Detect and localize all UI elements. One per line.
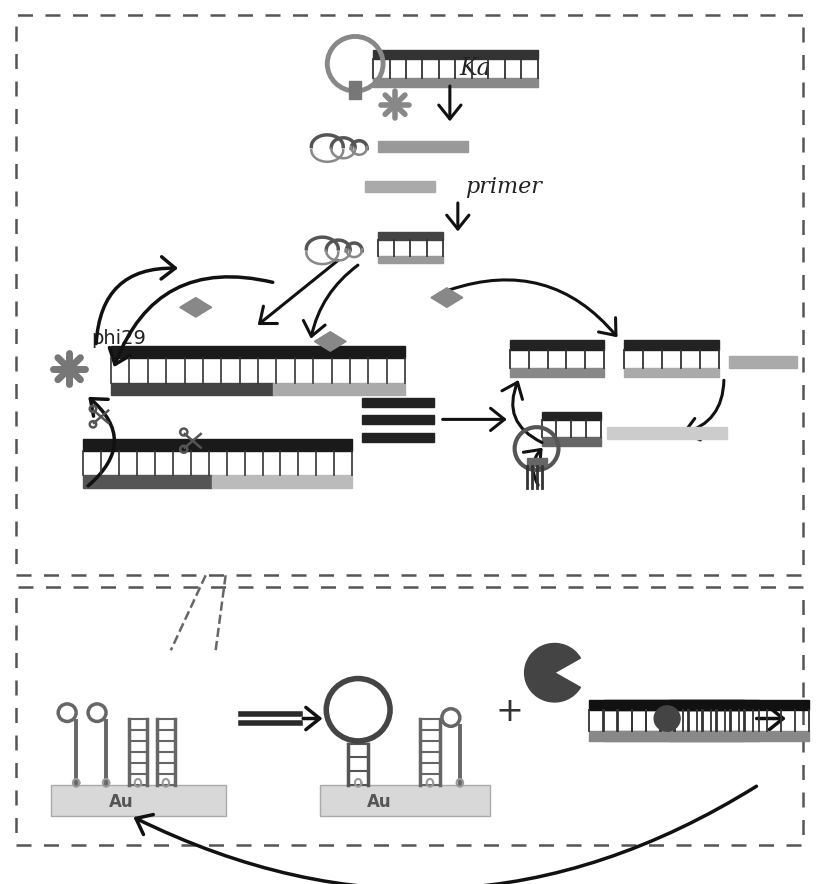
- Bar: [624, 340, 719, 350]
- Text: phi29: phi29: [91, 329, 146, 348]
- Bar: [590, 731, 744, 741]
- Bar: [16, 15, 803, 575]
- Bar: [273, 383, 405, 395]
- Bar: [624, 369, 719, 377]
- Bar: [378, 141, 468, 152]
- Bar: [509, 369, 604, 377]
- Bar: [111, 383, 273, 395]
- Bar: [669, 700, 808, 710]
- Text: Au: Au: [367, 793, 392, 811]
- Bar: [362, 433, 434, 442]
- Bar: [349, 81, 361, 99]
- Bar: [362, 398, 434, 407]
- Bar: [378, 255, 443, 263]
- Text: primer: primer: [465, 177, 541, 199]
- Bar: [378, 232, 443, 240]
- Wedge shape: [525, 644, 581, 702]
- Polygon shape: [431, 288, 463, 308]
- Bar: [604, 700, 759, 710]
- Bar: [608, 427, 727, 438]
- Bar: [541, 412, 601, 420]
- Bar: [590, 700, 744, 710]
- Bar: [373, 78, 537, 88]
- Circle shape: [654, 705, 680, 731]
- Bar: [111, 347, 405, 359]
- Polygon shape: [180, 298, 211, 317]
- Bar: [604, 731, 759, 741]
- Bar: [320, 785, 490, 816]
- Bar: [362, 415, 434, 424]
- Bar: [83, 438, 352, 451]
- Bar: [52, 785, 225, 816]
- Bar: [373, 50, 537, 59]
- Bar: [729, 356, 797, 368]
- Bar: [16, 587, 803, 845]
- Bar: [83, 476, 212, 488]
- Bar: [541, 438, 601, 446]
- Text: +: +: [495, 695, 523, 728]
- Bar: [365, 180, 435, 193]
- Text: Au: Au: [109, 793, 133, 811]
- Bar: [509, 340, 604, 350]
- Bar: [527, 459, 546, 466]
- Text: Ka: Ka: [459, 57, 491, 80]
- Polygon shape: [314, 332, 346, 351]
- Bar: [669, 731, 808, 741]
- Bar: [212, 476, 352, 488]
